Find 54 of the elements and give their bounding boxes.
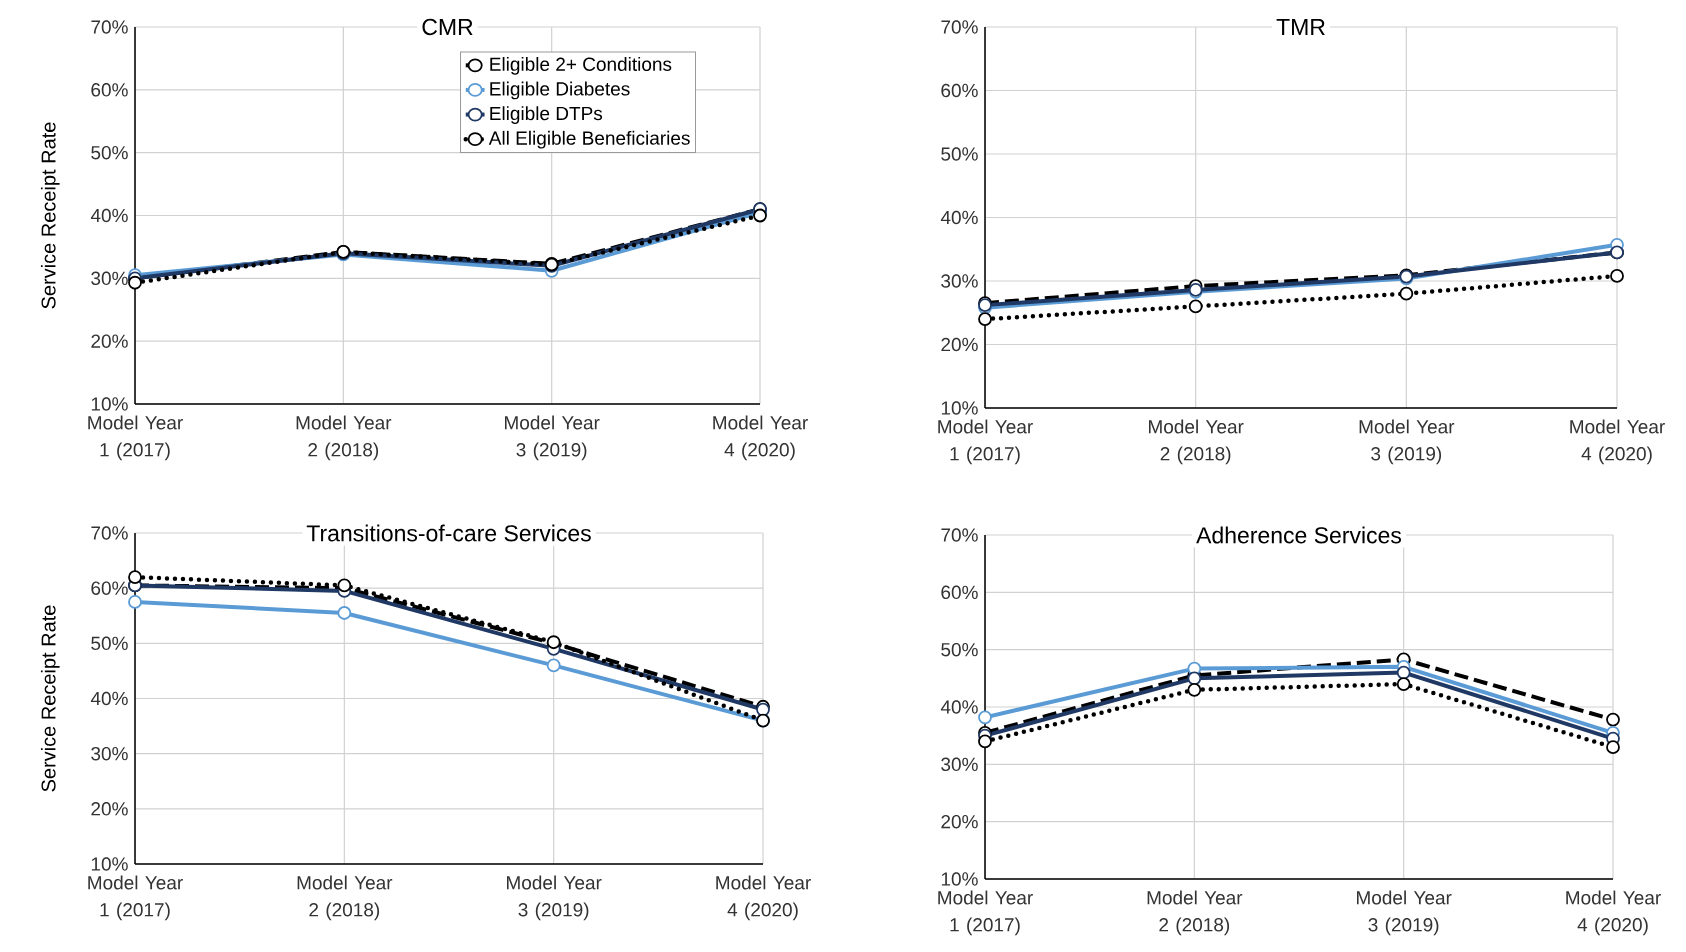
y-tick-label: 60%	[941, 83, 978, 98]
y-tick-label: 60%	[91, 581, 128, 595]
y-tick-label: 30%	[91, 746, 128, 761]
y-tick-label: 30%	[941, 274, 978, 288]
y-tick-label: 10%	[91, 857, 128, 871]
x-tick-label: Model Year 2 (2018)	[1147, 890, 1243, 936]
y-tick-label: 30%	[941, 757, 978, 772]
y-tick-label: 70%	[941, 528, 978, 542]
y-tick-label: 50%	[941, 147, 978, 161]
y-tick-label: 60%	[941, 585, 978, 600]
x-tick-label: Model Year 4 (2020)	[1566, 890, 1661, 936]
chart-title: CMR	[422, 18, 473, 36]
y-axis-title: Service Receipt Rate	[40, 605, 60, 792]
y-axis-title: Service Receipt Rate	[40, 122, 60, 309]
x-tick-label: Model Year 4 (2020)	[713, 415, 808, 461]
y-tick-label: 10%	[941, 401, 978, 415]
x-tick-label: Model Year 4 (2020)	[1570, 419, 1665, 465]
x-tick-label: Model Year 2 (2018)	[1148, 419, 1244, 465]
y-tick-label: 20%	[941, 337, 978, 352]
y-tick-label: 30%	[91, 271, 128, 286]
x-tick-label: Model Year 1 (2017)	[938, 890, 1033, 936]
legend-label: Eligible 2+ Conditions	[490, 57, 672, 75]
y-tick-label: 40%	[90, 208, 128, 223]
x-tick-label: Model Year 1 (2017)	[88, 415, 183, 461]
y-tick-label: 10%	[941, 872, 978, 886]
y-tick-label: 70%	[941, 20, 978, 34]
chart-title: Transitions-of-care Services	[306, 524, 591, 542]
y-tick-label: 20%	[91, 334, 128, 348]
y-tick-label: 70%	[91, 20, 128, 34]
y-tick-label: 60%	[91, 83, 128, 97]
x-tick-label: Model Year 3 (2019)	[1359, 419, 1455, 465]
y-tick-label: 40%	[940, 700, 978, 714]
x-tick-label: Model Year 3 (2019)	[1356, 890, 1452, 936]
y-tick-label: 50%	[91, 145, 128, 160]
y-tick-label: 20%	[941, 814, 978, 829]
y-tick-label: 20%	[91, 802, 128, 816]
x-tick-label: Model Year 2 (2018)	[297, 875, 393, 921]
x-tick-label: Model Year 3 (2019)	[506, 875, 602, 921]
y-tick-label: 40%	[90, 691, 128, 706]
y-tick-label: 50%	[91, 636, 128, 651]
chart-title: TMR	[1276, 19, 1325, 35]
x-tick-label: Model Year 3 (2019)	[504, 415, 600, 461]
x-tick-label: Model Year 4 (2020)	[716, 875, 811, 921]
legend-label: All Eligible Beneficiaries	[488, 130, 690, 149]
legend-label: Eligible DTPs	[490, 106, 603, 124]
x-tick-label: Model Year 2 (2018)	[296, 415, 392, 461]
y-tick-label: 50%	[941, 642, 978, 657]
y-tick-label: 40%	[940, 210, 978, 225]
x-tick-label: Model Year 1 (2017)	[88, 875, 183, 921]
x-tick-label: Model Year 1 (2017)	[938, 419, 1033, 465]
y-tick-label: 10%	[91, 397, 128, 411]
y-tick-label: 70%	[91, 526, 128, 540]
legend-label: Eligible Diabetes	[490, 81, 630, 100]
chart-title: Adherence Services	[1196, 526, 1402, 544]
